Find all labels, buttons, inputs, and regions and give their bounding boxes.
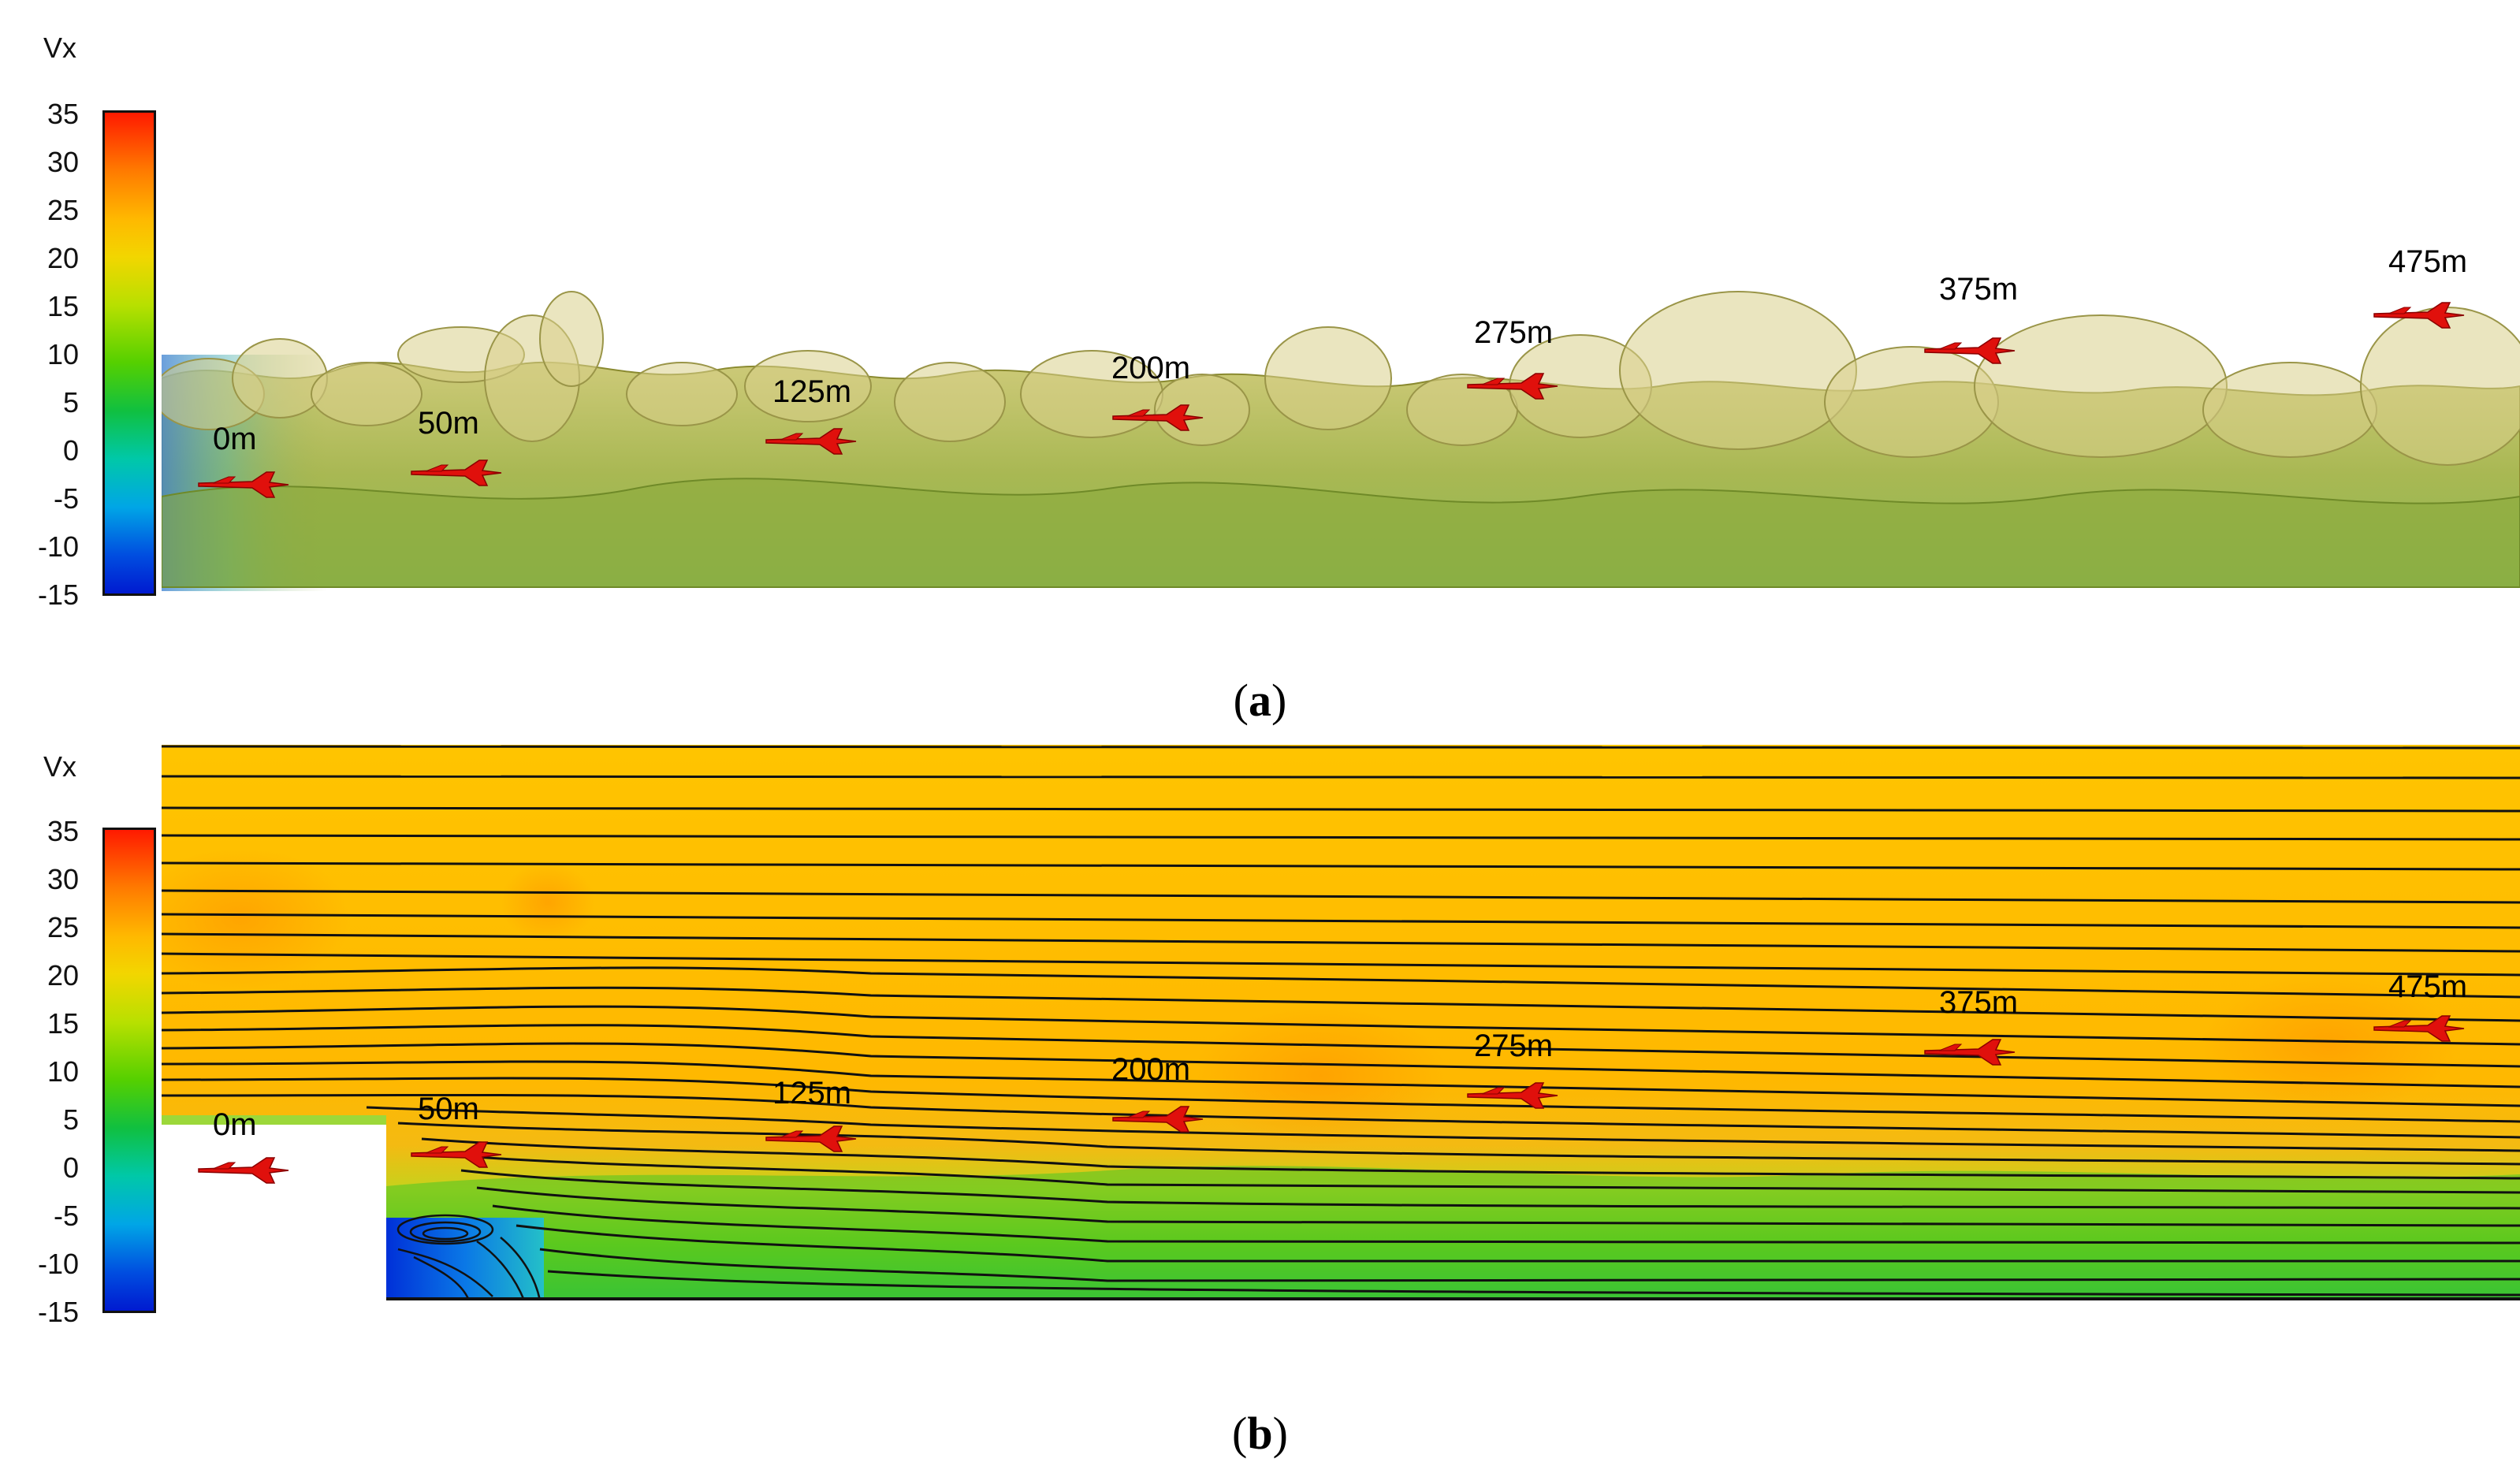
jet-aircraft-icon [1111,402,1206,437]
jet-aircraft-icon [410,1139,504,1174]
panel-b: Vx 35 30 25 20 15 10 5 0 -5 -10 -15 [0,709,2520,1477]
isosurface-plot [162,291,2520,591]
marker-label: 375m [1939,985,2019,1020]
marker-label: 375m [1939,272,2019,307]
caption-a: (a) [1233,675,1287,726]
colorbar-tick-label: 30 [47,146,79,178]
jet-aircraft-icon [1466,1080,1561,1115]
jet-aircraft-icon [2373,1013,2467,1048]
colorbar-tick-label: -5 [53,482,79,515]
colorbar-tick-label: 20 [47,242,79,274]
colorbar-title: Vx [43,750,77,783]
hot-spot [501,863,595,942]
jet-aircraft-icon [1111,1103,1206,1139]
colorbar-tick-label: 25 [47,194,79,226]
colorbar-tick-label: -10 [37,1248,79,1280]
marker-label: 50m [418,406,479,441]
marker-label: 200m [1111,351,1191,385]
colorbar-tick-label: -15 [37,579,79,611]
marker-label: 0m [213,422,257,456]
step-inflow [162,1115,386,1125]
colorbar-title: Vx [43,32,77,64]
jet-aircraft-icon [2373,299,2467,335]
colorbar-tick-label: 35 [47,98,79,130]
colorbar-tick-label: 35 [47,815,79,847]
marker-label: 50m [418,1092,479,1126]
jet-aircraft-icon [765,1123,859,1159]
marker-label: 0m [213,1107,257,1142]
marker-label: 475m [2388,969,2468,1004]
jet-aircraft-icon [197,469,292,504]
cavity-vortex [396,1214,542,1300]
marker-label: 475m [2388,244,2468,279]
marker-label: 275m [1474,315,1554,350]
step-region [162,1123,386,1300]
colorbar-tick-label: -5 [53,1200,79,1232]
colorbar-tick-label: 5 [62,386,79,419]
jet-aircraft-icon [1466,370,1561,406]
colorbar-tick-label: 0 [62,1151,79,1184]
colorbar-tick-label: -10 [37,530,79,563]
vortex-blobs [162,291,2520,466]
colorbar-tick-label: 25 [47,911,79,943]
colorbar-tick-label: 15 [47,290,79,322]
jet-aircraft-icon [765,426,859,461]
colorbar-tick-label: 10 [47,1055,79,1088]
colorbar-tick-label: 0 [62,434,79,467]
colorbar [102,828,156,1313]
colorbar-tick-label: -15 [37,1296,79,1328]
lower-structures [162,478,2520,588]
caption-b: (b) [1232,1408,1288,1459]
colorbar-tick-label: 30 [47,863,79,895]
colorbar-tick-label: 10 [47,338,79,370]
jet-aircraft-icon [1923,335,2018,370]
velocity-contour-plot [162,745,2520,1300]
wake-band [386,1166,2520,1300]
colorbar-tick-label: 20 [47,959,79,991]
hot-spot [2203,973,2455,1115]
marker-label: 125m [772,374,852,409]
marker-label: 125m [772,1076,852,1111]
jet-aircraft-icon [410,457,504,493]
panel-a: Vx 35 30 25 20 15 10 5 0 -5 -10 -15 [0,0,2520,726]
marker-label: 275m [1474,1029,1554,1063]
marker-label: 200m [1111,1052,1191,1087]
hot-spot [1194,1005,1446,1147]
colorbar-tick-label: 15 [47,1007,79,1040]
colorbar-tick-label: 5 [62,1103,79,1136]
colorbar [102,110,156,596]
jet-aircraft-icon [1923,1036,2018,1072]
jet-aircraft-icon [197,1155,292,1190]
